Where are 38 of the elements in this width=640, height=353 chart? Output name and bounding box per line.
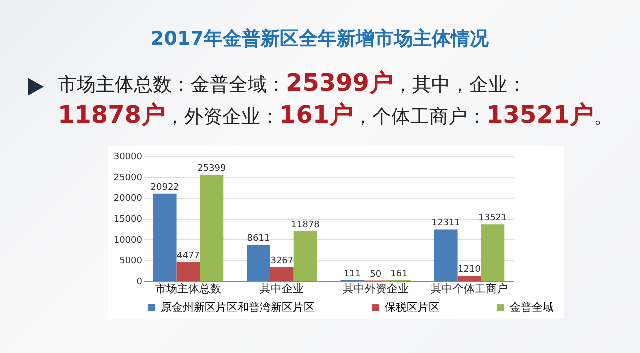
text: 市场主体总数：金普全域：25399户，其中，企业： (58, 69, 526, 97)
y-tick-label: 5000 (120, 256, 143, 267)
bar (176, 262, 200, 281)
y-tick-label: 30000 (114, 152, 143, 162)
data-label: 12311 (432, 218, 460, 229)
y-tick-label: 0 (136, 278, 143, 288)
data-label: 25399 (198, 164, 226, 174)
legend-label: 金普全域 (510, 300, 554, 314)
x-tick-label: 市场主体总数 (155, 282, 222, 296)
legend-label: 保税区片区 (385, 300, 440, 314)
bar (200, 175, 224, 281)
x-tick-label: 其中个体工商户 (431, 282, 508, 296)
data-label: 161 (390, 269, 408, 280)
text: 11878户，外资企业：161户，个体工商户：13521户。 (58, 101, 614, 129)
bar (481, 224, 505, 281)
y-tick-label: 20000 (114, 194, 143, 204)
x-tick-label: 其中企业 (260, 282, 304, 296)
y-tick-label: 25000 (114, 173, 143, 184)
data-label: 111 (344, 270, 362, 280)
data-label: 8611 (247, 234, 270, 244)
data-label: 1210 (458, 264, 482, 275)
data-label: 50 (370, 270, 382, 280)
bar (270, 267, 294, 281)
y-tick-label: 15000 (114, 215, 143, 225)
bar (458, 276, 482, 281)
data-label: 11878 (291, 220, 320, 231)
data-label: 20922 (150, 182, 180, 193)
data-label: 4477 (177, 251, 200, 262)
data-label: 13521 (478, 214, 508, 224)
bar (153, 194, 177, 281)
x-tick-label: 其中外资企业 (342, 282, 409, 296)
y-tick-label: 10000 (114, 236, 143, 246)
bar (434, 230, 458, 281)
bar (294, 232, 318, 281)
chart-title: 2017年金普新区全年新增市场主体情况 (150, 27, 490, 52)
bar (247, 245, 270, 281)
data-label: 3267 (270, 256, 294, 266)
legend-label: 原金州新区片区和普湾新区片区 (161, 300, 315, 314)
